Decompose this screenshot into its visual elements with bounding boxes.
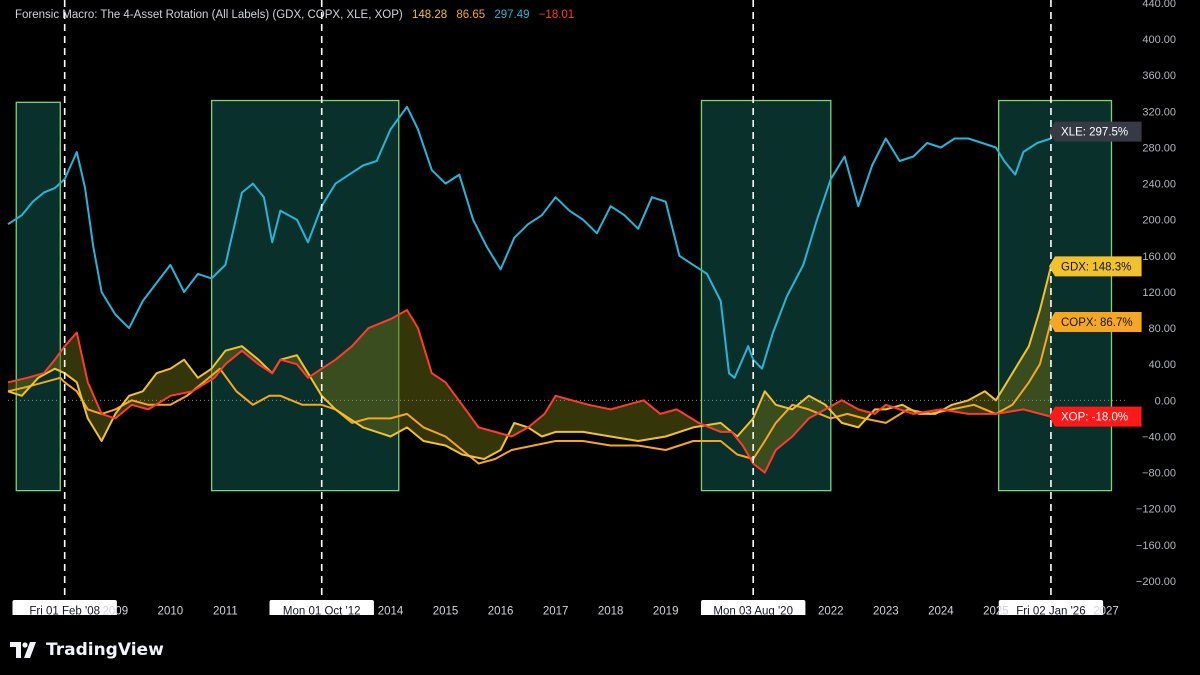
price-label-xle: XLE: 297.5% — [1061, 127, 1128, 139]
highlight-zone-4 — [998, 99, 1113, 492]
event-lines: Fri 01 Feb '08 Mon 01 Oct '12 Mon 03 Aug '… — [12, 0, 1104, 620]
price-label-badge-xle — [1049, 121, 1142, 142]
x-tick-label: 2010 — [158, 606, 184, 618]
x-tick-label: 2018 — [598, 606, 624, 618]
event-date-label-2: Mon 01 Oct '12 — [283, 606, 361, 618]
y-tick-label: −120.00 — [1136, 504, 1176, 516]
series-lines — [7, 105, 1052, 474]
y-tick-label: 320.00 — [1142, 106, 1176, 118]
y-tick-label: 160.00 — [1142, 251, 1176, 263]
x-tick-label: 2024 — [928, 606, 954, 618]
x-tick-label: 2017 — [543, 606, 569, 618]
footer-bar — [0, 615, 1200, 675]
x-tick-label: 2014 — [378, 606, 404, 618]
y-tick-label: 80.00 — [1148, 323, 1176, 335]
x-tick-label: 2011 — [213, 606, 238, 618]
legend-value-xop: −18.01 — [538, 9, 575, 21]
highlight-zone-2 — [210, 99, 400, 492]
x-axis: 2009 2010 2011 2014 2015 2016 2017 2018 2019 2022… — [103, 606, 1119, 618]
legend-value-copx: 86.65 — [456, 9, 486, 21]
y-tick-label: 0.00 — [1155, 395, 1176, 407]
series-line-xle — [7, 105, 1052, 379]
event-date-label-4: Fri 02 Jan '26 — [1016, 606, 1085, 618]
y-tick-label: −40.00 — [1142, 431, 1176, 443]
fill-between-xop-gdx — [8, 266, 1051, 473]
highlight-zones — [15, 99, 1113, 492]
event-date-label-1: Fri 01 Feb '08 — [29, 606, 100, 618]
price-label-xop: XOP: -18.0% — [1061, 412, 1128, 424]
series-line-copx — [7, 321, 1052, 465]
y-tick-label: −160.00 — [1136, 540, 1176, 552]
x-tick-label: 2022 — [818, 606, 844, 618]
x-tick-label: 2025 — [983, 606, 1009, 618]
highlight-zone-1 — [15, 101, 61, 492]
x-tick-label: 2009 — [103, 606, 129, 618]
legend-value-xle: 297.49 — [494, 9, 530, 21]
x-tick-label: 2019 — [653, 606, 679, 618]
price-label-badge-gdx — [1049, 256, 1142, 277]
tradingview-logo[interactable]: TradingView — [10, 640, 164, 660]
y-tick-label: 40.00 — [1148, 359, 1176, 371]
price-label-badge-copx — [1049, 312, 1142, 333]
y-tick-label: 400.00 — [1142, 34, 1176, 46]
y-tick-label: 120.00 — [1142, 287, 1176, 299]
y-tick-label: 440.00 — [1142, 0, 1176, 10]
y-tick-label: 360.00 — [1142, 70, 1176, 82]
y-tick-label: −200.00 — [1136, 576, 1176, 588]
y-tick-label: 240.00 — [1142, 179, 1176, 191]
x-tick-label: 2027 — [1093, 606, 1119, 618]
series-fills — [8, 266, 1051, 473]
legend-value-gdx: 148.28 — [411, 9, 448, 21]
series-line-xop — [7, 309, 1052, 474]
series-price-labels: XLE: 297.5% GDX: 148.3% COPX: 86.7% XOP: -1… — [1049, 121, 1142, 427]
event-date-label-3: Mon 03 Aug '20 — [713, 606, 793, 618]
x-tick-label: 2015 — [433, 606, 459, 618]
legend-title: Forensic Macro: The 4-Asset Rotation (Al… — [15, 9, 403, 21]
price-label-gdx: GDX: 148.3% — [1061, 261, 1131, 273]
tradingview-logo-icon — [10, 642, 36, 658]
chart-legend: Forensic Macro: The 4-Asset Rotation (Al… — [15, 9, 580, 21]
x-tick-label: 2016 — [488, 606, 514, 618]
price-label-badge-xop — [1049, 406, 1142, 427]
y-tick-label: 200.00 — [1142, 215, 1176, 227]
y-tick-label: 280.00 — [1142, 142, 1176, 154]
x-tick-label: 2023 — [873, 606, 899, 618]
tradingview-logo-text: TradingView — [46, 640, 164, 660]
series-line-gdx — [7, 266, 1052, 460]
y-tick-label: −80.00 — [1142, 468, 1176, 480]
price-label-copx: COPX: 86.7% — [1061, 317, 1133, 329]
y-axis: 440.00 400.00 360.00 320.00 280.00 240.00 200.… — [1136, 0, 1176, 588]
